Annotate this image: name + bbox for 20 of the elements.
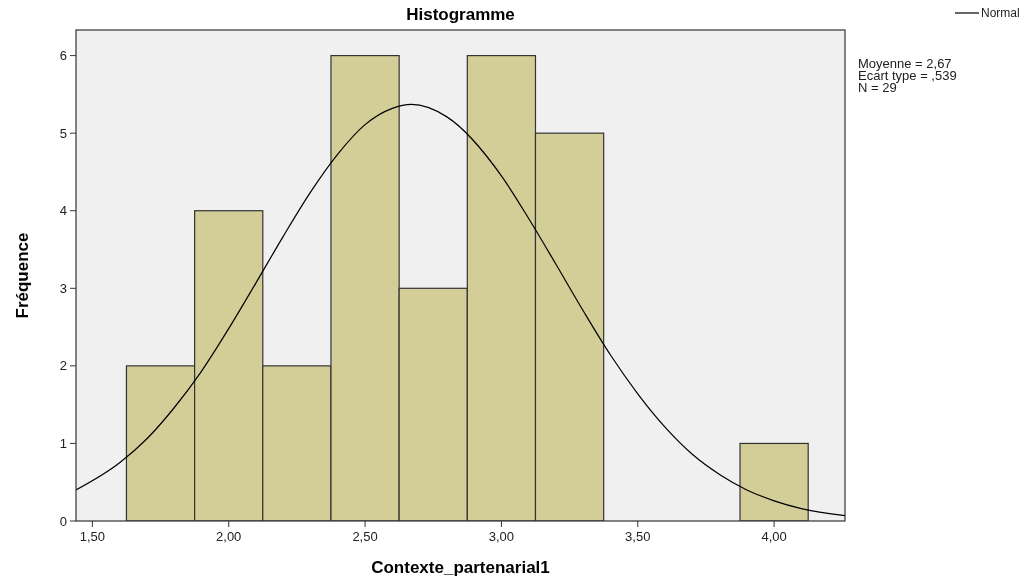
- x-tick-label: 4,00: [761, 529, 787, 544]
- y-tick-label: 1: [59, 435, 67, 451]
- chart-title: Histogramme: [406, 5, 515, 24]
- y-tick-label: 4: [59, 203, 67, 219]
- y-tick-label: 6: [59, 48, 67, 64]
- x-tick-label: 1,50: [79, 529, 106, 544]
- x-tick-label: 3,00: [488, 529, 515, 544]
- y-axis-title: Fréquence: [13, 232, 32, 319]
- text: N = 29: [858, 80, 897, 95]
- x-tick-label: 3,50: [625, 529, 651, 544]
- y-tick-label: 3: [59, 280, 67, 296]
- y-tick-label: 5: [59, 125, 67, 141]
- text: Moyenne = 2,67: [858, 56, 952, 71]
- y-tick-label: 2: [59, 358, 67, 374]
- legend-label: Normal: [981, 6, 1020, 21]
- y-tick-label: 0: [59, 513, 67, 529]
- x-axis-title: Contexte_partenarial1: [371, 558, 550, 577]
- x-tick-label: 2,00: [216, 529, 242, 544]
- x-tick-label: 2,50: [352, 529, 378, 544]
- line-series: [76, 103, 845, 517]
